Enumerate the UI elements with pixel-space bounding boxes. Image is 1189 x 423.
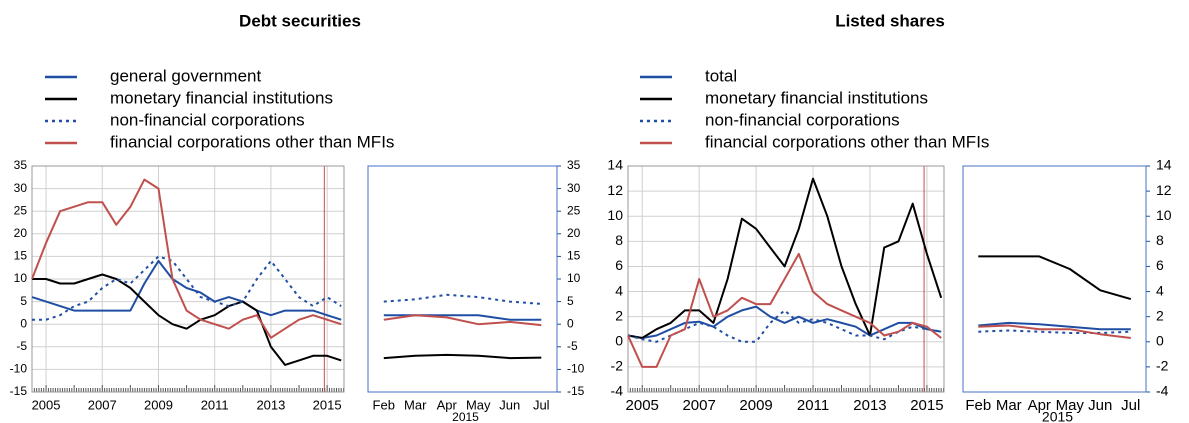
y-tick-label: 15 <box>14 249 28 263</box>
y-tick-label: 5 <box>567 294 574 308</box>
y-tick-label: 35 <box>567 158 581 172</box>
legend-label: general government <box>110 66 261 85</box>
y-tick-label: 30 <box>14 181 28 195</box>
chart-title: Listed shares <box>835 11 945 30</box>
x-tick-label: 2013 <box>256 397 285 412</box>
x-tick-label: 2013 <box>853 397 886 414</box>
x-axis-label: 2015 <box>452 410 479 423</box>
series-line <box>627 252 942 368</box>
y-tick-label: 10 <box>607 207 623 223</box>
x-tick-label: May <box>466 397 491 412</box>
x-tick-label: 2011 <box>201 397 229 412</box>
x-tick-label: Jul <box>1121 397 1140 414</box>
y-tick-label: 30 <box>567 181 581 195</box>
y-tick-label: -2 <box>611 358 624 374</box>
legend-label: financial corporations other than MFIs <box>110 132 394 151</box>
y-tick-label: 10 <box>14 271 28 285</box>
series-line <box>383 314 542 327</box>
x-tick-label: Apr <box>437 397 458 412</box>
y-tick-label: 20 <box>567 226 581 240</box>
x-tick-label: Mar <box>404 397 427 412</box>
series-line <box>32 273 342 366</box>
y-tick-label: -5 <box>567 339 578 353</box>
x-tick-label: 2005 <box>32 397 61 412</box>
y-tick-label: 2 <box>615 307 623 323</box>
series-line <box>627 305 942 339</box>
y-tick-label: 10 <box>1156 207 1172 223</box>
series-line <box>627 309 942 343</box>
legend-label: financial corporations other than MFIs <box>705 132 989 151</box>
series-line <box>978 321 1131 331</box>
y-tick-label: 8 <box>1156 232 1164 248</box>
y-tick-label: 35 <box>14 158 28 172</box>
y-tick-label: 15 <box>567 249 581 263</box>
x-tick-label: Jun <box>1088 397 1112 414</box>
series-line <box>383 293 542 305</box>
series-line <box>31 178 342 339</box>
y-tick-label: -10 <box>10 362 28 376</box>
y-tick-label: -15 <box>10 384 28 398</box>
y-tick-label: 0 <box>1156 332 1164 348</box>
y-tick-label: -5 <box>16 339 27 353</box>
legend-label: monetary financial institutions <box>110 88 333 107</box>
x-tick-label: Feb <box>373 397 395 412</box>
chart-title: Debt securities <box>239 11 361 30</box>
y-tick-label: -15 <box>567 384 585 398</box>
x-tick-label: 2015 <box>910 397 943 414</box>
x-tick-label: May <box>1056 397 1085 414</box>
y-tick-label: 20 <box>14 226 28 240</box>
legend-label: non-financial corporations <box>110 110 305 129</box>
plot-frame <box>367 165 558 393</box>
y-tick-label: 10 <box>567 271 581 285</box>
y-tick-label: 6 <box>1156 257 1164 273</box>
y-tick-label: 12 <box>1156 182 1172 198</box>
x-tick-label: Jun <box>499 397 520 412</box>
y-tick-label: 14 <box>607 157 623 173</box>
x-tick-label: 2005 <box>626 397 659 414</box>
y-tick-label: -2 <box>1156 358 1169 374</box>
y-tick-label: 4 <box>615 282 623 298</box>
series-line <box>978 255 1132 301</box>
y-tick-label: 14 <box>1156 157 1172 173</box>
series-line <box>978 324 1131 339</box>
y-tick-label: -4 <box>1156 383 1169 399</box>
y-tick-label: 12 <box>607 182 623 198</box>
x-tick-label: 2011 <box>797 397 829 414</box>
legend-label: non-financial corporations <box>705 110 900 129</box>
x-axis-label: 2015 <box>1042 409 1073 423</box>
series-line <box>978 329 1131 334</box>
y-tick-label: -4 <box>611 383 624 399</box>
x-tick-label: Feb <box>965 397 991 414</box>
plot-frame <box>627 165 945 393</box>
y-tick-label: 6 <box>615 257 623 273</box>
series-line <box>31 259 342 321</box>
series-line <box>383 353 542 360</box>
y-tick-label: 4 <box>1156 282 1164 298</box>
legend-label: monetary financial institutions <box>705 88 928 107</box>
y-tick-label: 8 <box>615 232 623 248</box>
legend-label: total <box>705 66 737 85</box>
x-tick-label: 2007 <box>682 397 715 414</box>
x-tick-label: Jul <box>533 397 550 412</box>
y-tick-label: 0 <box>567 316 574 330</box>
x-tick-label: 2009 <box>739 397 772 414</box>
y-tick-label: 2 <box>1156 307 1164 323</box>
y-tick-label: 25 <box>14 203 28 217</box>
x-tick-label: Apr <box>1028 397 1051 414</box>
y-tick-label: 5 <box>20 294 27 308</box>
y-tick-label: 25 <box>567 203 581 217</box>
x-tick-label: 2015 <box>313 397 342 412</box>
y-tick-label: 0 <box>615 332 623 348</box>
y-tick-label: -10 <box>567 362 585 376</box>
x-tick-label: Mar <box>996 397 1022 414</box>
x-tick-label: 2009 <box>144 397 173 412</box>
series-line <box>627 177 943 339</box>
x-tick-label: 2007 <box>88 397 117 412</box>
y-tick-label: 0 <box>20 316 27 330</box>
plot-frame <box>962 165 1147 393</box>
